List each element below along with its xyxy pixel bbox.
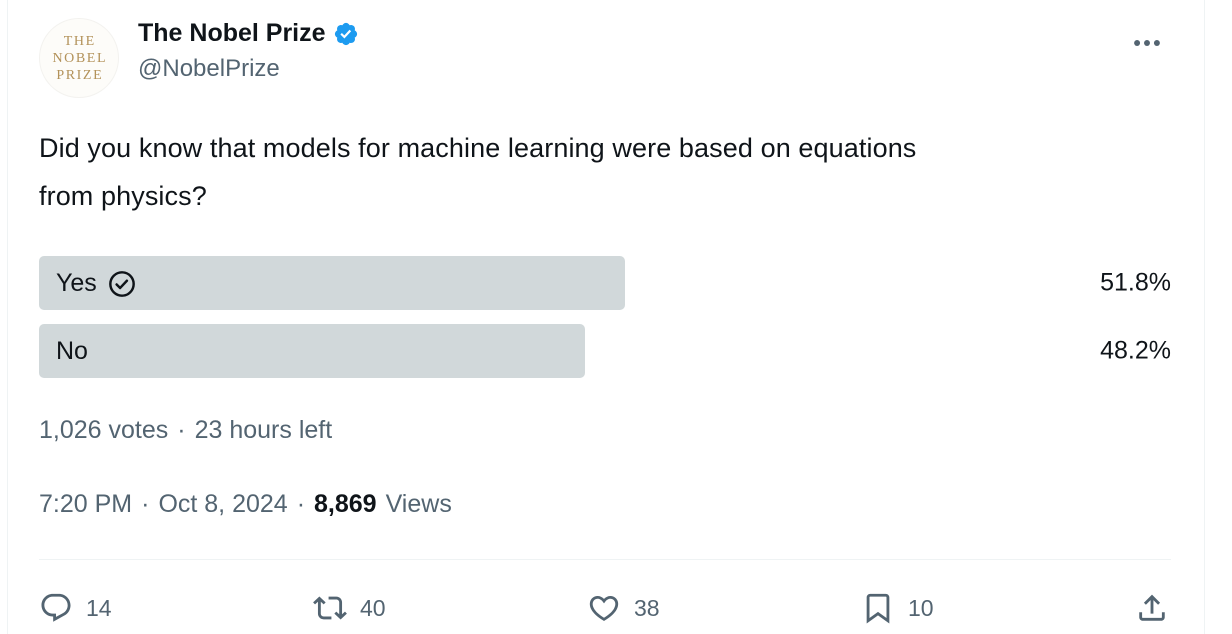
repost-button[interactable]: 40 (313, 591, 386, 625)
like-button[interactable]: 38 (587, 591, 660, 625)
verified-badge-icon (334, 22, 357, 46)
separator-dot: · (141, 490, 150, 518)
divider (39, 559, 1171, 560)
name-block: The Nobel Prize @NobelPrize (138, 16, 359, 83)
poll-votes-count: 1,026 votes (39, 416, 169, 444)
reply-bubble-icon (41, 593, 71, 622)
bookmark-icon (866, 593, 890, 624)
bookmark-count: 10 (908, 594, 934, 621)
heart-icon (589, 595, 619, 621)
tweet-header: THE NOBEL PRIZE The Nobel Prize @NobelPr… (39, 16, 1171, 98)
like-count: 38 (634, 594, 660, 621)
action-bar: 14 40 38 10 (39, 560, 1171, 625)
tweet-text-line: from physics? (39, 181, 207, 211)
poll-time-left: 23 hours left (194, 416, 333, 444)
reply-count: 14 (86, 594, 112, 621)
share-button[interactable] (1135, 591, 1169, 625)
share-upload-icon (1139, 594, 1165, 621)
poll-option-yes[interactable]: Yes 51.8% (39, 256, 1171, 310)
more-menu-button[interactable] (1128, 24, 1166, 62)
poll-option-label: No (56, 336, 88, 365)
repost-count: 40 (360, 594, 386, 621)
post-time: 7:20 PM (39, 490, 133, 518)
avatar-text-line: NOBEL (52, 50, 108, 66)
separator-dot: · (177, 416, 186, 444)
views-label: Views (385, 490, 452, 518)
bookmark-button[interactable]: 10 (861, 591, 934, 625)
poll: Yes 51.8% No 48.2% 1,026 votes · 23 hour… (39, 256, 1171, 445)
timestamp-row[interactable]: 7:20 PM · Oct 8, 2024 · 8,869 Views (39, 490, 1171, 519)
avatar[interactable]: THE NOBEL PRIZE (39, 18, 119, 98)
more-ellipsis-icon (1134, 40, 1160, 46)
poll-option-label: Yes (56, 268, 97, 297)
tweet-card: THE NOBEL PRIZE The Nobel Prize @NobelPr… (7, 0, 1205, 634)
views-count: 8,869 (314, 490, 377, 518)
repost-arrows-icon (313, 596, 347, 620)
poll-bar: Yes (39, 256, 626, 310)
post-date: Oct 8, 2024 (158, 490, 288, 518)
tweet-text: Did you know that models for machine lea… (39, 124, 1171, 220)
poll-percent: 51.8% (1100, 268, 1171, 297)
poll-bar: No (39, 324, 585, 378)
poll-meta: 1,026 votes · 23 hours left (39, 416, 1171, 445)
poll-percent: 48.2% (1100, 336, 1171, 365)
user-handle[interactable]: @NobelPrize (138, 55, 280, 82)
separator-dot: · (296, 490, 306, 518)
tweet-text-line: Did you know that models for machine lea… (39, 133, 917, 163)
check-circle-icon (108, 271, 135, 297)
avatar-text-line: PRIZE (56, 67, 104, 83)
display-name[interactable]: The Nobel Prize (138, 19, 326, 47)
poll-option-no[interactable]: No 48.2% (39, 324, 1171, 378)
avatar-text-line: THE (63, 33, 96, 49)
reply-button[interactable]: 14 (39, 591, 112, 625)
